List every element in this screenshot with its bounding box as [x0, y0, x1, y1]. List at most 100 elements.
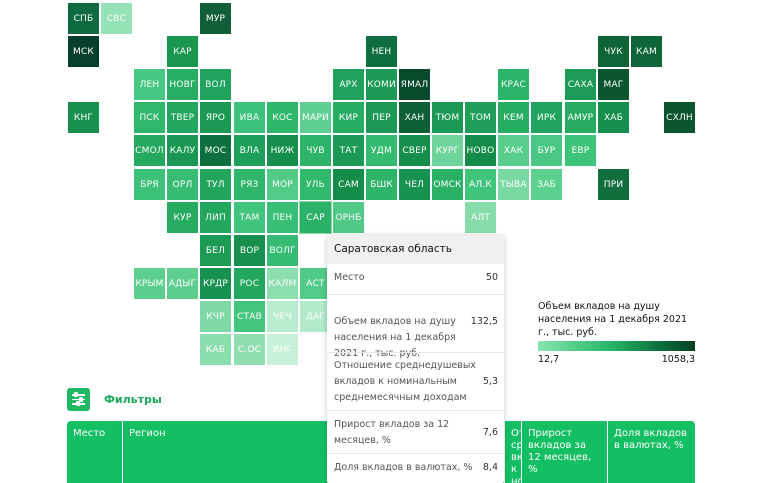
region-tile-уль[interactable]: УЛЬ	[300, 169, 331, 200]
region-tile-пен[interactable]: ПЕН	[267, 202, 298, 233]
region-tile-алт[interactable]: АЛТ	[465, 202, 496, 233]
region-tile-кур[interactable]: КУР	[167, 202, 198, 233]
region-tile-вор[interactable]: ВОР	[234, 235, 265, 266]
region-tile-амур[interactable]: АМУР	[565, 102, 596, 133]
region-tile-чеч[interactable]: ЧЕЧ	[267, 301, 298, 332]
region-tile-удм[interactable]: УДМ	[366, 135, 397, 166]
region-tile-свер[interactable]: СВЕР	[399, 135, 430, 166]
region-tile-свс[interactable]: СВС	[101, 3, 132, 34]
tooltip-row-deposits: Объем вкладов на душу населения на 1 дек…	[334, 316, 498, 359]
filters-toggle[interactable]: Фильтры	[67, 388, 162, 411]
region-tile-с.ос[interactable]: С.ОС	[234, 334, 265, 365]
region-tile-сар[interactable]: САР	[299, 201, 332, 234]
region-tile-заб[interactable]: ЗАБ	[531, 169, 562, 200]
region-tile-тыва[interactable]: ТЫВА	[498, 169, 529, 200]
tooltip-row-currency: Доля вкладов в валютах, % 8,4	[334, 462, 498, 473]
tooltip-divider	[327, 352, 504, 353]
region-tile-саха[interactable]: САХА	[565, 69, 596, 100]
column-header-ratio[interactable]: Отношение среднедушевых вкладов к номина…	[505, 421, 522, 483]
region-tile-тул[interactable]: ТУЛ	[200, 169, 231, 200]
region-tile-орл[interactable]: ОРЛ	[167, 169, 198, 200]
region-tile-став[interactable]: СТАВ	[234, 301, 265, 332]
region-tile-тат[interactable]: ТАТ	[333, 135, 364, 166]
region-tile-ал.к[interactable]: АЛ.К	[465, 169, 496, 200]
region-tile-схлн[interactable]: СХЛН	[664, 102, 695, 133]
region-tile-тюм[interactable]: ТЮМ	[432, 102, 463, 133]
tooltip-divider	[327, 453, 504, 454]
region-tile-ирк[interactable]: ИРК	[531, 102, 562, 133]
region-tile-ново[interactable]: НОВО	[465, 135, 496, 166]
region-tile-калм[interactable]: КАЛМ	[267, 268, 298, 299]
region-tile-кчр[interactable]: КЧР	[200, 301, 231, 332]
region-tile-спб[interactable]: СПБ	[68, 3, 99, 34]
region-tile-бел[interactable]: БЕЛ	[200, 235, 231, 266]
region-tile-инг[interactable]: ИНГ	[267, 334, 298, 365]
region-tile-вол[interactable]: ВОЛ	[200, 69, 231, 100]
region-tile-хан[interactable]: ХАН	[399, 102, 430, 133]
legend-gradient-bar	[538, 341, 695, 351]
region-tile-кар[interactable]: КАР	[167, 36, 198, 67]
region-tile-волг[interactable]: ВОЛГ	[267, 235, 298, 266]
region-tile-рос[interactable]: РОС	[234, 268, 265, 299]
region-tile-хаб[interactable]: ХАБ	[598, 102, 629, 133]
region-tile-пер[interactable]: ПЕР	[366, 102, 397, 133]
region-tile-евр[interactable]: ЕВР	[565, 135, 596, 166]
region-tile-даг[interactable]: ДАГ	[300, 301, 331, 332]
region-tile-лип[interactable]: ЛИП	[200, 202, 231, 233]
region-tile-кос[interactable]: КОС	[267, 102, 298, 133]
region-tile-кург[interactable]: КУРГ	[432, 135, 463, 166]
region-tile-кнг[interactable]: КНГ	[68, 102, 99, 133]
region-tile-ямал[interactable]: ЯМАЛ	[399, 69, 430, 100]
region-tile-кир[interactable]: КИР	[333, 102, 364, 133]
region-tile-маг[interactable]: МАГ	[598, 69, 629, 100]
region-tile-бря[interactable]: БРЯ	[134, 169, 165, 200]
region-tile-новг[interactable]: НОВГ	[167, 69, 198, 100]
region-tile-коми[interactable]: КОМИ	[366, 69, 397, 100]
region-tile-ниж[interactable]: НИЖ	[267, 135, 298, 166]
region-tile-каб[interactable]: КАБ	[200, 334, 231, 365]
region-tile-нен[interactable]: НЕН	[366, 36, 397, 67]
region-tile-мос[interactable]: МОС	[200, 135, 231, 166]
region-tile-мари[interactable]: МАРИ	[300, 102, 331, 133]
region-tile-калу[interactable]: КАЛУ	[167, 135, 198, 166]
region-tile-бур[interactable]: БУР	[531, 135, 562, 166]
region-tile-твер[interactable]: ТВЕР	[167, 102, 198, 133]
region-tile-при[interactable]: ПРИ	[598, 169, 629, 200]
region-tile-смол[interactable]: СМОЛ	[134, 135, 165, 166]
region-tile-крым[interactable]: КРЫМ	[134, 268, 165, 299]
region-tile-крдр[interactable]: КРДР	[200, 268, 231, 299]
column-header-foreign-share[interactable]: Доля вкладов в валютах, %	[614, 428, 687, 451]
region-tile-омск[interactable]: ОМСК	[432, 169, 463, 200]
legend-max: 1058,3	[661, 354, 695, 365]
region-tile-аст[interactable]: АСТ	[300, 268, 331, 299]
region-tile-адыг[interactable]: АДЫГ	[167, 268, 198, 299]
region-tile-чел[interactable]: ЧЕЛ	[399, 169, 430, 200]
region-tile-кам[interactable]: КАМ	[631, 36, 662, 67]
region-tile-сам[interactable]: САМ	[333, 169, 364, 200]
region-tile-хак[interactable]: ХАК	[498, 135, 529, 166]
region-tile-лен[interactable]: ЛЕН	[134, 69, 165, 100]
sliders-icon[interactable]	[67, 388, 90, 411]
region-tile-чук[interactable]: ЧУК	[598, 36, 629, 67]
region-tile-крас[interactable]: КРАС	[498, 69, 529, 100]
region-tile-ряз[interactable]: РЯЗ	[234, 169, 265, 200]
tooltip-row-place: Место 50	[334, 272, 498, 283]
region-tile-кем[interactable]: КЕМ	[498, 102, 529, 133]
region-tile-орнб[interactable]: ОРНБ	[333, 202, 364, 233]
region-tile-ива[interactable]: ИВА	[234, 102, 265, 133]
region-tile-пск[interactable]: ПСК	[134, 102, 165, 133]
region-tile-том[interactable]: ТОМ	[465, 102, 496, 133]
region-tile-мск[interactable]: МСК	[68, 36, 99, 67]
region-tile-вла[interactable]: ВЛА	[234, 135, 265, 166]
region-tile-мур[interactable]: МУР	[200, 3, 231, 34]
region-tile-яро[interactable]: ЯРО	[200, 102, 231, 133]
column-header-place[interactable]: Место	[67, 421, 123, 483]
region-tile-бшк[interactable]: БШК	[366, 169, 397, 200]
filters-label: Фильтры	[104, 393, 162, 406]
column-header-region[interactable]: Регион	[123, 421, 505, 483]
region-tile-там[interactable]: ТАМ	[234, 202, 265, 233]
region-tile-мор[interactable]: МОР	[267, 169, 298, 200]
region-tile-арх[interactable]: АРХ	[333, 69, 364, 100]
column-header-growth[interactable]: Прирост вкладов за 12 месяцев, %	[522, 421, 608, 483]
region-tile-чув[interactable]: ЧУВ	[300, 135, 331, 166]
